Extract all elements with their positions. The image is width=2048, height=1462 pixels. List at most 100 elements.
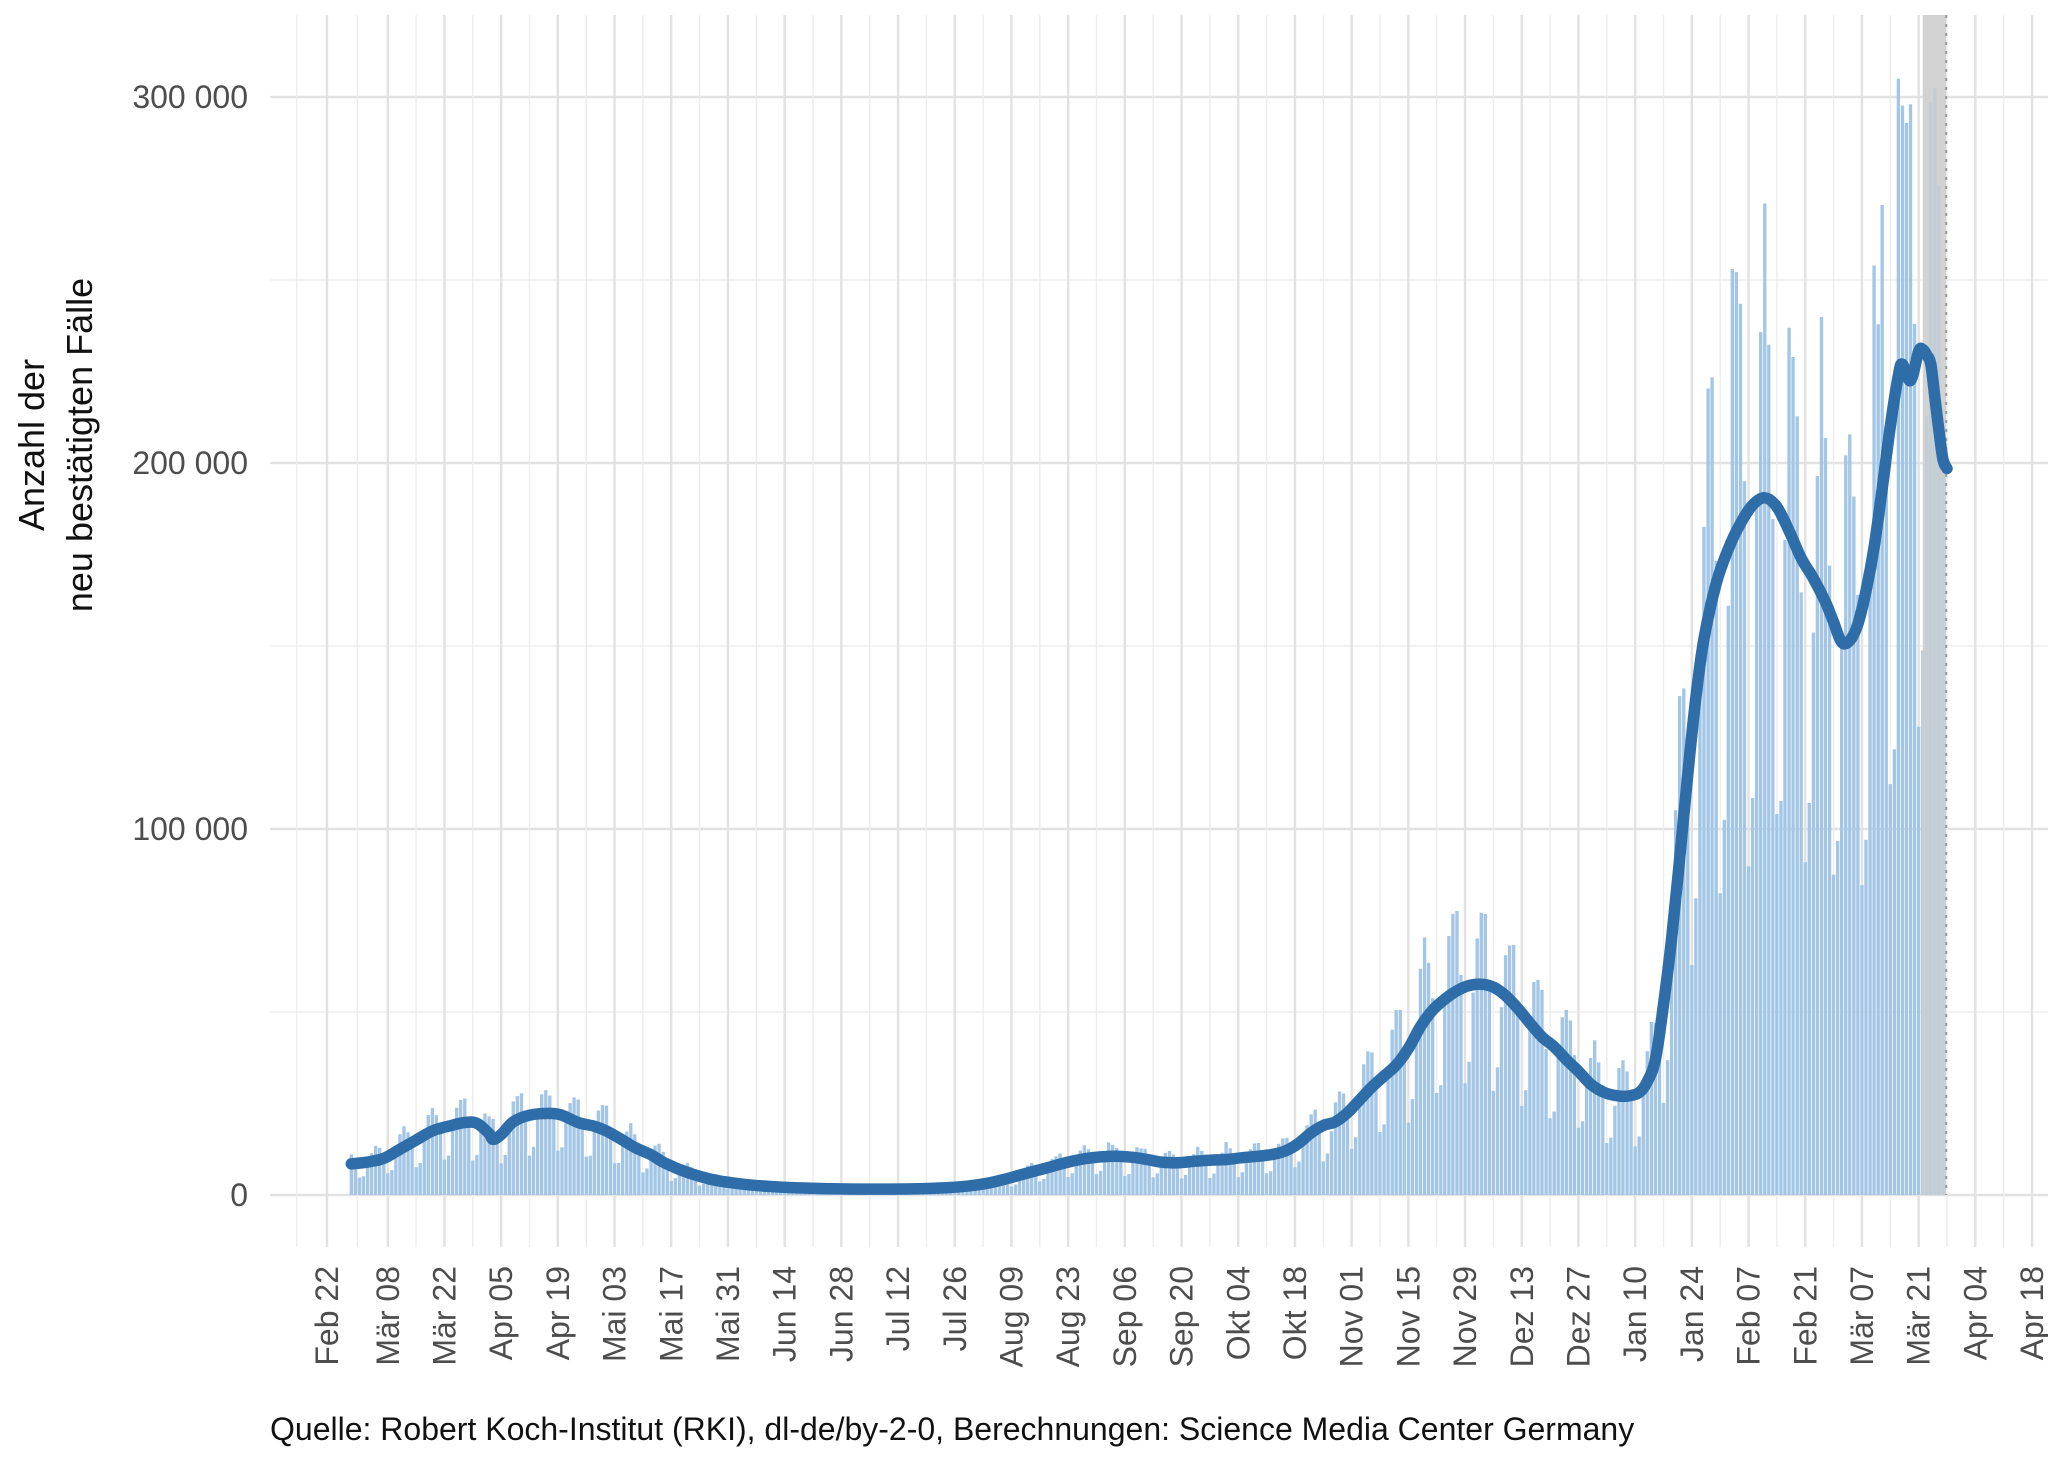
daily-cases-bar [1139,1148,1143,1195]
daily-cases-bar [1661,1102,1666,1195]
daily-cases-bar [479,1131,483,1195]
daily-cases-bar [1775,814,1779,1195]
x-axis-tick-label: Mai 17 [653,1266,689,1362]
daily-cases-bar [645,1168,649,1195]
daily-cases-bar [1426,962,1431,1195]
daily-cases-bar [552,1109,556,1195]
daily-cases-bar [1398,1009,1402,1195]
daily-cases-bar [1552,1111,1556,1195]
daily-cases-bar [576,1099,580,1195]
daily-cases-bar [1682,688,1686,1195]
daily-cases-bar [1366,1051,1370,1195]
daily-cases-bar [1767,344,1771,1195]
daily-cases-bar [1418,968,1423,1195]
daily-cases-bar [1313,1109,1317,1195]
daily-cases-bar [1127,1174,1131,1195]
daily-cases-bar [1876,324,1880,1195]
daily-cases-bar [1912,323,1917,1195]
daily-cases-bar [1512,944,1516,1195]
daily-cases-bar [1264,1173,1269,1195]
daily-cases-bar [592,1123,596,1195]
daily-cases-bar [540,1094,544,1195]
daily-cases-bar [495,1138,499,1195]
daily-cases-bar [1868,546,1872,1195]
daily-cases-bar [1686,771,1690,1195]
daily-cases-bar [1143,1148,1147,1195]
daily-cases-bar [584,1156,588,1195]
daily-cases-bar [1341,1093,1346,1195]
daily-cases-bar [1107,1142,1111,1195]
daily-cases-bar [475,1154,479,1195]
daily-cases-bar [1200,1151,1204,1195]
daily-cases-bar [1009,1186,1014,1195]
daily-cases-bar [1848,434,1852,1195]
daily-cases-bar [1491,1090,1496,1195]
daily-cases-bar [410,1139,414,1195]
daily-cases-bar [1718,893,1722,1195]
daily-cases-bar [1917,726,1921,1195]
x-axis-tick-label: Dez 13 [1504,1266,1540,1367]
daily-cases-bar [706,1180,710,1195]
x-axis-tick-label: Aug 23 [1050,1266,1086,1367]
daily-cases-bar [1151,1177,1155,1195]
daily-cases-bar [612,1163,617,1195]
daily-cases-bar [1058,1153,1062,1195]
daily-cases-bar [1422,937,1427,1195]
daily-cases-bar [1281,1138,1285,1195]
daily-cases-bar [1224,1142,1228,1195]
daily-cases-bar [1119,1157,1123,1195]
daily-cases-bar [1026,1165,1030,1195]
daily-cases-bar [1584,1078,1589,1195]
daily-cases-bar [1544,1048,1548,1195]
daily-cases-bar [442,1159,447,1195]
daily-cases-bar [365,1165,370,1195]
daily-cases-bar [1192,1154,1196,1195]
x-axis-tick-label: Nov 01 [1334,1266,1370,1367]
daily-cases-bar [1746,866,1751,1195]
daily-cases-bar [1629,1098,1633,1195]
daily-cases-bar [1722,819,1726,1195]
x-axis-tick-label: Apr 19 [540,1266,576,1360]
daily-cases-bar [1556,1053,1560,1195]
daily-cases-bar [1536,979,1540,1195]
daily-cases-bar [1252,1143,1257,1195]
daily-cases-bar [1406,1122,1411,1195]
daily-cases-bar [1799,592,1803,1195]
x-axis-tick-label: Mär 08 [370,1266,406,1366]
daily-cases-bar [426,1115,430,1195]
daily-cases-bar [353,1162,358,1195]
daily-cases-bar [1115,1147,1119,1195]
daily-cases-bar [434,1115,439,1195]
daily-cases-bar [1066,1177,1070,1195]
daily-cases-bar [1621,1060,1625,1195]
daily-cases-bar [1196,1146,1200,1195]
daily-cases-bar [1362,1064,1366,1195]
daily-cases-bar [1378,1132,1382,1195]
daily-cases-bar [1054,1156,1058,1195]
daily-cases-bar [1402,1046,1406,1195]
daily-cases-bar [1613,1105,1617,1195]
x-axis-tick-label: Mär 07 [1844,1266,1880,1366]
daily-cases-bar [1167,1151,1172,1195]
daily-cases-bar [459,1099,463,1195]
x-axis-tick-label: Jun 28 [823,1266,859,1362]
daily-cases-bar [1455,911,1459,1195]
daily-cases-bar [1929,102,1933,1196]
x-axis-tick-label: Jan 10 [1617,1266,1653,1362]
daily-cases-bar [1135,1147,1139,1195]
daily-cases-bar [1273,1156,1277,1195]
daily-cases-bar [1827,565,1832,1195]
daily-cases-bar [1815,476,1820,1195]
daily-cases-bar [758,1189,763,1195]
daily-cases-bar [568,1103,572,1195]
daily-cases-bar [953,1191,957,1195]
daily-cases-bar [1605,1143,1609,1195]
daily-cases-bar [1669,933,1674,1195]
daily-cases-bar [673,1178,677,1195]
daily-cases-bar [1844,455,1848,1195]
x-axis-tick-label: Aug 09 [993,1266,1029,1367]
daily-cases-bar [1321,1161,1325,1195]
daily-cases-bar [1208,1177,1212,1195]
daily-cases-bar [1588,1058,1593,1195]
